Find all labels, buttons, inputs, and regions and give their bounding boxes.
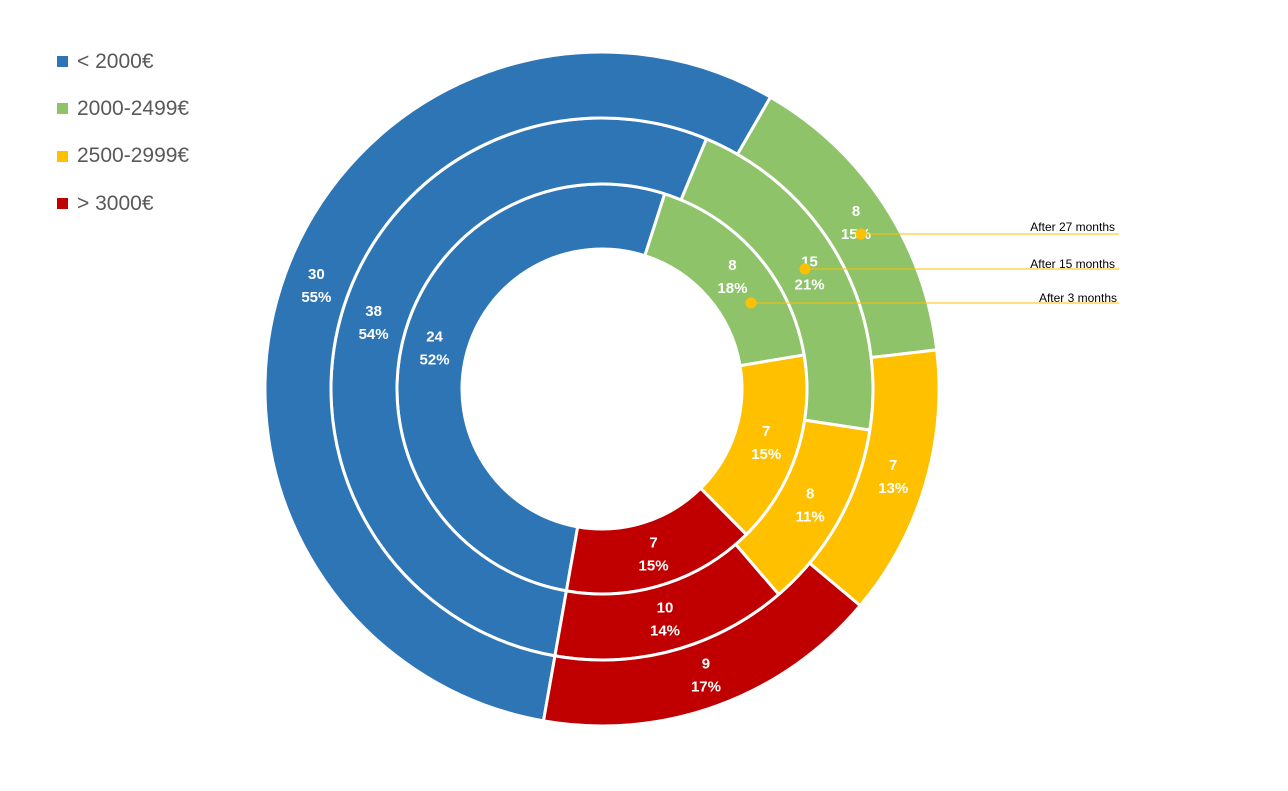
legend-item-over-3000[interactable]: > 3000€ <box>57 180 189 227</box>
annotation-label-outer: After 27 months <box>1030 220 1115 234</box>
percent-label-middle-over-3000: 14% <box>650 623 680 640</box>
value-label-outer-2500-2999: 7 <box>889 457 897 474</box>
data-labels-group: 2452%818%715%715%3854%1521%811%1014%3055… <box>301 203 908 696</box>
legend: < 2000€ 2000-2499€ 2500-2999€ > 3000€ <box>57 38 189 227</box>
annotation-dot-inner <box>745 297 757 309</box>
legend-item-under-2000[interactable]: < 2000€ <box>57 38 189 85</box>
percent-label-middle-2500-2999: 11% <box>796 508 825 525</box>
legend-label-over-3000: > 3000€ <box>77 191 154 215</box>
percent-label-middle-2000-2499: 21% <box>795 277 825 294</box>
legend-label-2000-2499: 2000-2499€ <box>77 96 190 120</box>
percent-label-outer-over-3000: 17% <box>691 679 721 696</box>
legend-swatch-2000-2499 <box>57 103 68 115</box>
legend-swatch-under-2000 <box>57 56 68 68</box>
legend-label-2500-2999: 2500-2999€ <box>77 144 190 168</box>
value-label-inner-under-2000: 24 <box>426 329 443 346</box>
value-label-outer-under-2000: 30 <box>308 266 325 283</box>
percent-label-inner-2000-2499: 18% <box>717 280 747 297</box>
annotation-dot-outer <box>855 228 867 240</box>
annotation-label-inner: After 3 months <box>1039 291 1117 305</box>
donut-segment-outer-over-3000[interactable] <box>541 561 862 728</box>
legend-item-2500-2999[interactable]: 2500-2999€ <box>57 133 189 180</box>
annotation-label-middle: After 15 months <box>1030 257 1115 271</box>
legend-item-2000-2499[interactable]: 2000-2499€ <box>57 85 189 132</box>
value-label-inner-2000-2499: 8 <box>728 257 736 274</box>
value-label-inner-over-3000: 7 <box>649 535 657 552</box>
donut-segment-outer-under-2000[interactable] <box>263 50 772 723</box>
percent-label-inner-under-2000: 52% <box>420 352 450 369</box>
percent-label-inner-2500-2999: 15% <box>751 446 781 463</box>
value-label-outer-2000-2499: 8 <box>852 203 860 220</box>
series-annotations-group: After 3 months After 15 months After 27 mo… <box>745 220 1119 309</box>
legend-label-under-2000: < 2000€ <box>77 49 154 73</box>
legend-swatch-over-3000 <box>57 198 68 210</box>
percent-label-outer-under-2000: 55% <box>301 289 331 306</box>
value-label-middle-2500-2999: 8 <box>806 485 814 502</box>
rings-group <box>263 50 941 728</box>
value-label-inner-2500-2999: 7 <box>762 423 770 440</box>
percent-label-middle-under-2000: 54% <box>359 326 389 343</box>
annotation-dot-middle <box>799 263 811 275</box>
percent-label-inner-over-3000: 15% <box>639 558 669 575</box>
value-label-middle-under-2000: 38 <box>365 303 382 320</box>
legend-swatch-2500-2999 <box>57 150 68 162</box>
percent-label-outer-2500-2999: 13% <box>878 480 908 497</box>
value-label-middle-over-3000: 10 <box>657 600 674 617</box>
value-label-outer-over-3000: 9 <box>702 656 710 673</box>
